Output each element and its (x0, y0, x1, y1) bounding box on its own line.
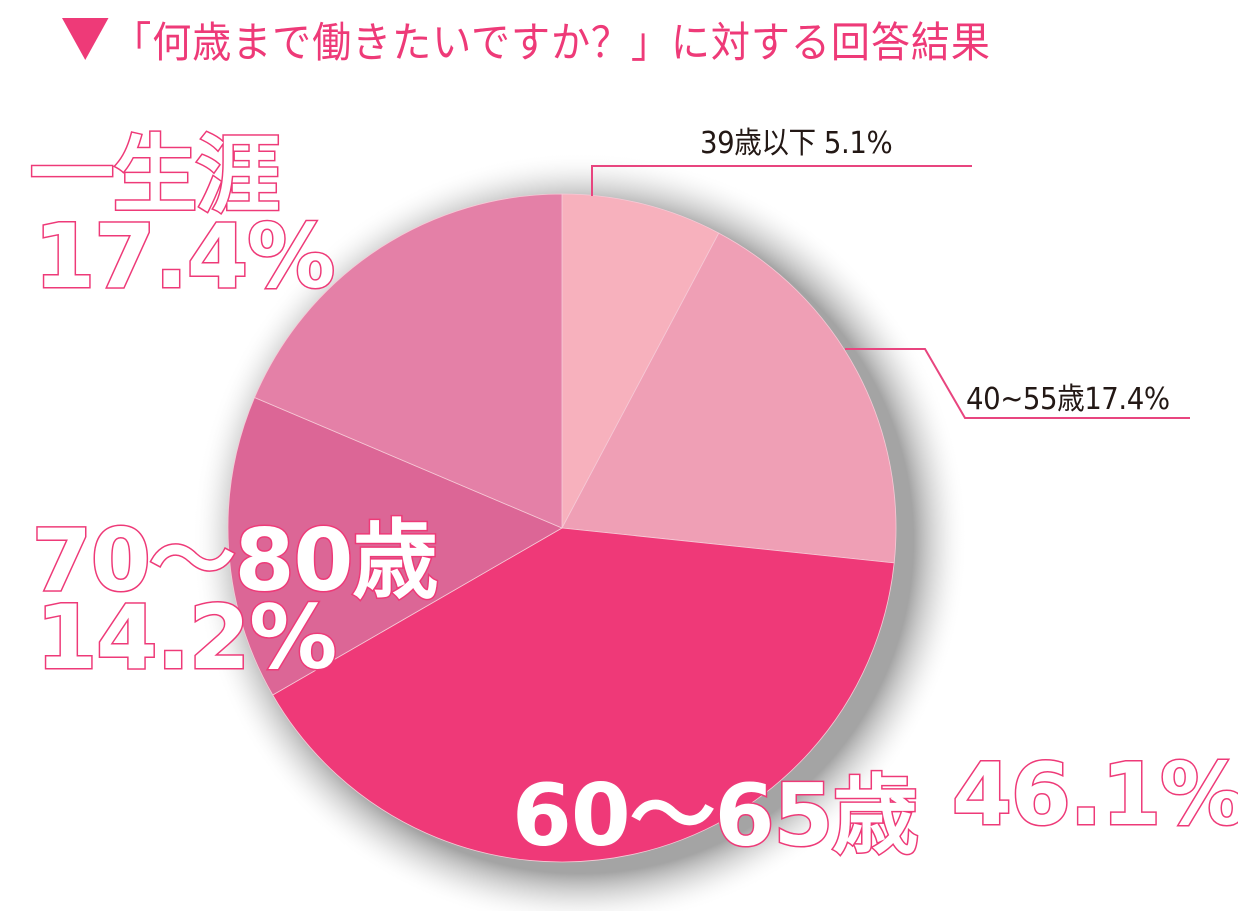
pie-slices (227, 193, 897, 863)
pie-slice (561, 232, 897, 564)
label-lifetime-name: 一生涯 (28, 125, 281, 226)
triangle-down-icon (62, 18, 109, 60)
pie-slice (561, 193, 720, 529)
label-lifetime-pct: 17.4% (32, 204, 336, 310)
pie-slice (254, 193, 563, 529)
label-60-65-pct: 46.1% (950, 744, 1238, 847)
chart-title-text: 「何歳まで働きたいですか？」に対する回答結果 (112, 17, 991, 67)
label-70-80-pct: 14.2% (34, 585, 338, 691)
label-40-55: 40~55歳17.4% (966, 382, 1170, 417)
pie-slice (227, 396, 563, 696)
label-39-under: 39歳以下 5.1% (700, 126, 893, 161)
pie-slice (272, 527, 895, 863)
leader-line-39-under (591, 165, 972, 196)
leader-line-40-55 (845, 348, 1190, 419)
label-70-80-name: 70～80歳 (30, 510, 439, 613)
chart-title: 「何歳まで働きたいですか？」に対する回答結果 (62, 4, 991, 74)
label-60-65-name: 60～65歳 (510, 765, 919, 868)
